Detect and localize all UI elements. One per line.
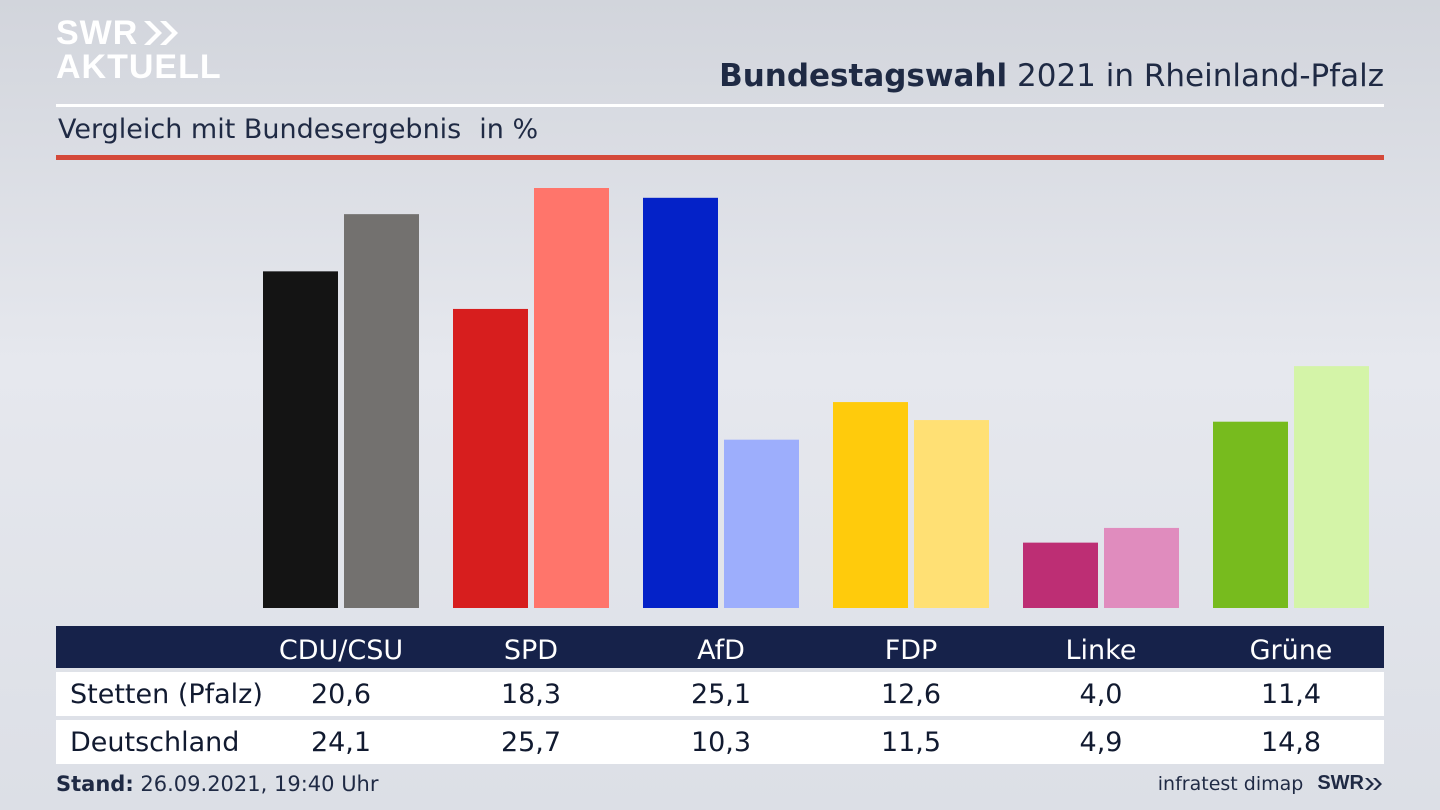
logo-line2: AKTUELL bbox=[56, 48, 222, 86]
logo-line1: SWR bbox=[56, 14, 139, 52]
bar-cdu-csu-local bbox=[263, 271, 338, 608]
bar-cdu-csu-national bbox=[344, 214, 419, 608]
results-table: CDU/CSU SPD AfD FDP Linke Grüne Stetten (Pfal… bbox=[56, 626, 1384, 764]
value-cell: 14,8 bbox=[1260, 726, 1322, 758]
bar-afd-national bbox=[724, 439, 799, 608]
column-header: FDP bbox=[884, 634, 938, 666]
column-header: SPD bbox=[503, 634, 559, 666]
subtitle-text: Vergleich mit Bundesergebnis bbox=[58, 114, 462, 145]
row-label: Stetten (Pfalz) bbox=[70, 678, 263, 710]
bar-spd-national bbox=[534, 188, 609, 608]
value-cell: 12,6 bbox=[880, 678, 942, 710]
double-chevron-icon bbox=[142, 19, 182, 47]
row-label: Deutschland bbox=[70, 726, 240, 758]
column-header: Grüne bbox=[1249, 634, 1333, 666]
title-divider bbox=[56, 104, 1384, 107]
subtitle: Vergleich mit Bundesergebnis in % bbox=[58, 114, 538, 145]
value-cell: 4,9 bbox=[1079, 726, 1123, 758]
value-cell: 18,3 bbox=[500, 678, 562, 710]
column-header: CDU/CSU bbox=[278, 634, 404, 666]
subtitle-divider bbox=[56, 155, 1384, 160]
stand-value: 26.09.2021, 19:40 Uhr bbox=[140, 772, 379, 796]
value-cell: 20,6 bbox=[310, 678, 372, 710]
double-chevron-icon bbox=[1365, 777, 1382, 790]
swr-footer-logo: SWR bbox=[1317, 772, 1384, 795]
bar-gr-ne-national bbox=[1294, 366, 1369, 608]
timestamp: Stand: 26.09.2021, 19:40 Uhr bbox=[56, 772, 379, 796]
subtitle-unit: in % bbox=[479, 114, 539, 145]
value-cell: 10,3 bbox=[690, 726, 752, 758]
bar-fdp-local bbox=[833, 402, 908, 608]
value-cell: 11,4 bbox=[1260, 678, 1322, 710]
bar-fdp-national bbox=[914, 420, 989, 608]
bar-spd-local bbox=[453, 308, 528, 608]
swr-footer-logo-text: SWR bbox=[1317, 772, 1364, 794]
title-bold: Bundestagswahl bbox=[719, 58, 1008, 94]
title-rest: 2021 in Rheinland-Pfalz bbox=[1017, 58, 1384, 94]
bar-afd-local bbox=[643, 197, 718, 608]
bar-gr-ne-local bbox=[1213, 421, 1288, 608]
value-cell: 24,1 bbox=[310, 726, 372, 758]
bar-chart bbox=[263, 188, 1369, 608]
stand-label: Stand: bbox=[56, 772, 134, 796]
source-credit: infratest dimap SWR bbox=[1158, 772, 1384, 795]
column-header: Linke bbox=[1065, 634, 1137, 666]
table-row: Stetten (Pfalz) 20,6 18,3 25,1 12,6 4,0 11,4 bbox=[56, 672, 1384, 716]
column-header: AfD bbox=[697, 634, 745, 666]
value-cell: 11,5 bbox=[880, 726, 942, 758]
page-title: Bundestagswahl 2021 in Rheinland-Pfalz bbox=[719, 58, 1384, 94]
swr-aktuell-logo: SWR AKTUELL bbox=[56, 16, 222, 84]
value-cell: 25,1 bbox=[690, 678, 752, 710]
value-cell: 4,0 bbox=[1079, 678, 1123, 710]
bar-linke-national bbox=[1104, 527, 1179, 608]
table-row: Deutschland 24,1 25,7 10,3 11,5 4,9 14,8 bbox=[56, 720, 1384, 764]
source-text: infratest dimap bbox=[1157, 772, 1304, 795]
table-header-row: CDU/CSU SPD AfD FDP Linke Grüne bbox=[56, 626, 1384, 668]
value-cell: 25,7 bbox=[500, 726, 562, 758]
bar-linke-local bbox=[1023, 542, 1098, 608]
